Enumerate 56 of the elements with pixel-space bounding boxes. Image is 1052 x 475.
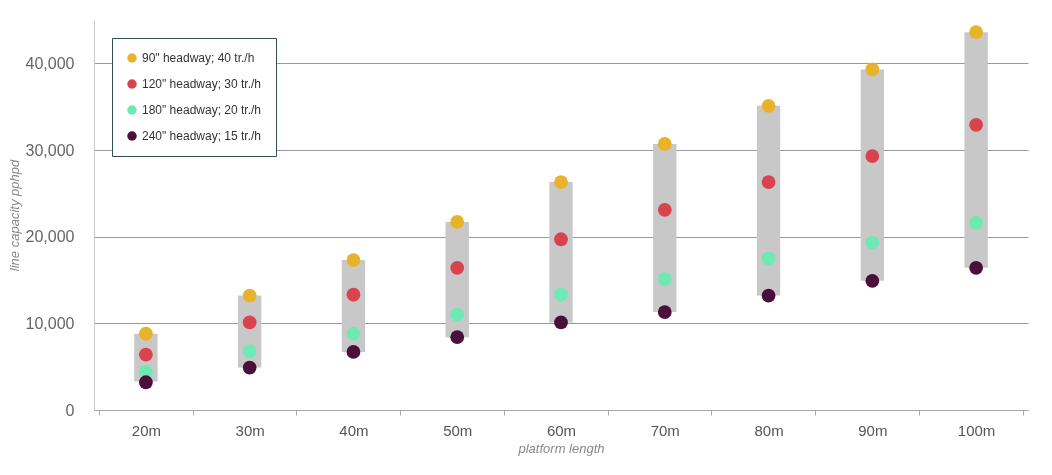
point [865,273,880,288]
point [969,260,983,275]
point [969,25,983,40]
point [761,98,776,113]
x-tick-label: 50m [443,421,473,439]
point [450,330,465,345]
y-tick-label: 30,000 [25,141,75,159]
x-tick-label: 100m [957,421,996,439]
x-tick-label: 90m [858,421,888,439]
x-tick-label: 40m [339,421,369,439]
x-tick-label: 80m [754,421,784,439]
y-axis-title: line capacity pphpd [6,159,22,272]
point [657,137,672,151]
point [242,360,257,375]
x-tick-label: 60m [546,421,577,439]
point [242,288,257,303]
y-tick-label: 40,000 [25,54,75,72]
point [865,149,880,163]
x-tick-label: 20m [131,421,161,439]
point [346,253,361,267]
legend-label: 240" headway; 15 tr./h [142,129,262,143]
point [865,62,880,77]
point [761,175,776,189]
point [554,232,568,247]
point [346,287,361,302]
point [554,287,568,302]
point [242,315,257,330]
point [139,375,153,390]
point [242,344,257,358]
point [865,235,880,250]
point [761,288,776,303]
point [969,215,983,230]
point [346,345,361,359]
point [139,326,153,341]
point [450,215,465,229]
point [450,260,465,275]
point [657,272,672,287]
x-tick-label: 30m [235,421,265,439]
legend-label: 120" headway; 30 tr./h [142,77,262,91]
point [450,307,465,322]
y-tick-label: 0 [65,401,75,419]
x-tick-label: 70m [650,421,680,439]
point [657,202,672,217]
bar [964,32,988,268]
y-tick-label: 20,000 [25,228,75,246]
point [554,315,568,330]
legend-label: 90" headway; 40 tr./h [142,51,255,65]
x-axis-title: platform length [517,440,605,456]
point [969,117,983,132]
legend-label: 180" headway; 20 tr./h [142,103,262,117]
point [657,305,672,319]
point [554,175,568,189]
y-tick-label: 10,000 [25,314,75,332]
point [761,251,776,266]
bar [860,69,885,281]
point [346,326,361,341]
